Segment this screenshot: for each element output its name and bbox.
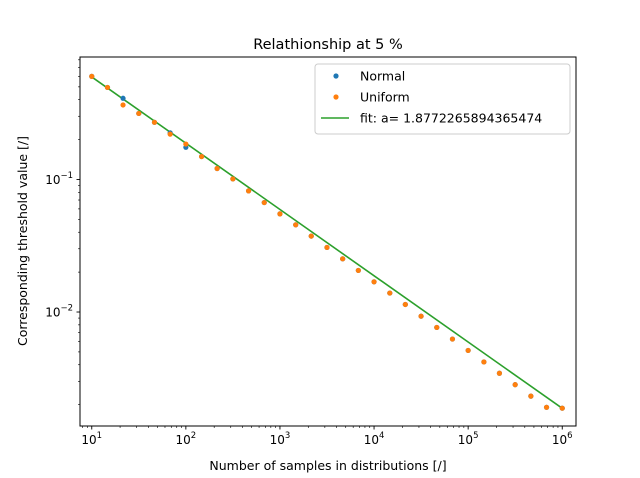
legend-frame (314, 63, 571, 135)
data-point-normal (120, 95, 126, 101)
data-point-uniform (371, 279, 377, 285)
y-tick-label: 10−2 (45, 304, 73, 320)
y-axis-label: Corresponding threshold value [/] (15, 136, 30, 346)
data-point-uniform (120, 102, 126, 108)
legend: Normal Uniform fit: a= 1.877226589436547… (314, 63, 571, 135)
data-point-uniform (245, 188, 252, 194)
data-point-uniform (308, 233, 314, 239)
legend-label-normal: Normal (360, 69, 405, 84)
data-point-uniform (199, 153, 205, 160)
plot-frame (79, 56, 577, 427)
x-axis-label: Number of samples in distributions [/] (209, 458, 446, 473)
x-tick-label: 106 (552, 431, 573, 447)
plot-area (89, 73, 565, 411)
data-point-uniform (183, 141, 189, 147)
x-tick-label: 103 (270, 431, 291, 447)
data-point-uniform (261, 199, 267, 206)
x-tick-label: 102 (176, 431, 197, 447)
data-point-uniform (543, 404, 550, 410)
y-axis: 10−2 10−1 (45, 59, 80, 405)
data-point-uniform (136, 110, 142, 117)
data-point-uniform (418, 313, 424, 319)
x-tick-label: 101 (81, 431, 102, 447)
data-point-uniform (277, 211, 283, 217)
y-tick-label: 10−1 (45, 171, 73, 187)
data-point-uniform (340, 256, 346, 262)
legend-marker-uniform (333, 94, 339, 100)
data-point-uniform (465, 347, 471, 354)
data-point-uniform (214, 165, 220, 172)
data-point-uniform (402, 301, 408, 308)
data-point-uniform (324, 244, 330, 251)
data-point-uniform (559, 405, 565, 411)
chart-title: Relathionship at 5 % (253, 37, 403, 53)
data-point-uniform (230, 176, 236, 182)
data-point-uniform (89, 73, 95, 79)
data-point-uniform (387, 290, 393, 296)
data-point-uniform (481, 359, 487, 365)
data-point-uniform (512, 382, 518, 388)
data-point-uniform (355, 267, 361, 274)
data-point-uniform (449, 336, 456, 342)
x-tick-label: 105 (458, 431, 479, 447)
data-point-uniform (167, 131, 173, 137)
data-point-uniform (104, 84, 111, 91)
x-axis: 101 102 103 104 105 106 (81, 426, 573, 447)
legend-label-fit: fit: a= 1.8772265894365474 (360, 111, 542, 126)
data-point-uniform (434, 324, 440, 331)
x-tick-label: 104 (364, 431, 385, 447)
data-point-uniform (496, 370, 503, 376)
data-point-uniform (528, 393, 534, 399)
legend-marker-normal (333, 73, 339, 79)
data-point-uniform (151, 119, 158, 125)
data-point-uniform (293, 222, 299, 228)
legend-label-uniform: Uniform (360, 90, 410, 105)
